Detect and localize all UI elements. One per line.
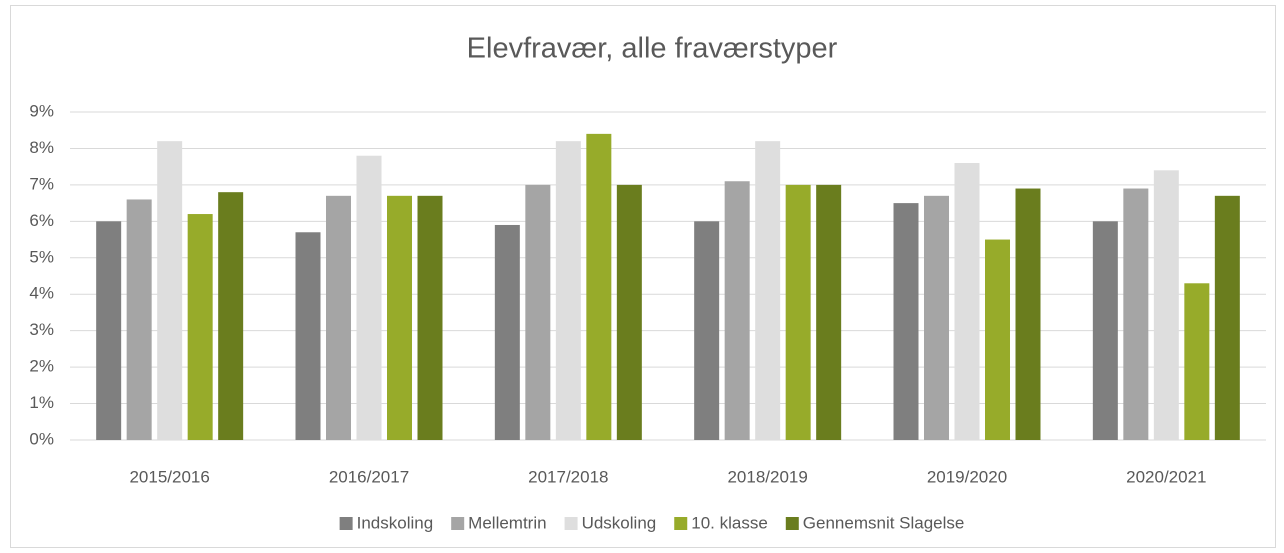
bar: [157, 141, 183, 440]
bar: [218, 192, 244, 440]
bar: [586, 133, 612, 440]
y-tick-label: 0%: [29, 429, 54, 448]
y-tick-label: 3%: [29, 320, 54, 339]
bar: [187, 214, 213, 440]
bar: [295, 232, 321, 440]
bar: [893, 203, 919, 440]
bar: [985, 239, 1010, 440]
bar: [724, 181, 750, 440]
y-tick-label: 2%: [29, 357, 54, 376]
bar: [1092, 221, 1118, 440]
x-tick-label: 2020/2021: [1126, 467, 1206, 486]
legend-label: Indskoling: [357, 513, 434, 532]
legend-swatch: [674, 517, 688, 530]
bar: [356, 155, 382, 440]
x-tick-label: 2017/2018: [528, 467, 608, 486]
bar: [816, 184, 842, 440]
bar: [96, 221, 122, 440]
legend-label: Mellemtrin: [468, 513, 546, 532]
legend-swatch: [339, 517, 353, 530]
bar: [555, 141, 581, 440]
bar: [1015, 188, 1041, 440]
chart-title: Elevfravær, alle fraværstyper: [467, 33, 838, 65]
bar: [785, 184, 811, 440]
bar: [755, 141, 781, 440]
bar: [954, 163, 980, 440]
x-tick-label: 2018/2019: [727, 467, 807, 486]
x-tick-label: 2015/2016: [129, 467, 209, 486]
y-tick-label: 8%: [29, 138, 54, 157]
bar: [126, 199, 152, 440]
legend-label: Udskoling: [582, 513, 657, 532]
y-tick-label: 1%: [29, 393, 54, 412]
bar: [326, 195, 351, 440]
bar: [1214, 195, 1240, 440]
bar: [387, 195, 412, 440]
legend-label: 10. klasse: [691, 513, 768, 532]
legend-swatch: [451, 517, 465, 530]
bar: [1123, 188, 1149, 440]
legend-label: Gennemsnit Slagelse: [803, 513, 965, 532]
bar: [694, 221, 720, 440]
y-tick-label: 5%: [29, 247, 54, 266]
bar: [616, 184, 642, 440]
bar: [1184, 283, 1210, 440]
y-tick-label: 9%: [29, 101, 54, 120]
y-tick-label: 6%: [29, 211, 54, 230]
bar: [417, 195, 443, 440]
y-tick-label: 7%: [29, 174, 54, 193]
y-tick-label: 4%: [29, 284, 54, 303]
legend-swatch: [785, 517, 799, 530]
x-tick-label: 2016/2017: [329, 467, 409, 486]
bar: [494, 224, 520, 440]
x-tick-label: 2019/2020: [927, 467, 1007, 486]
bar: [525, 184, 551, 440]
bar: [1153, 170, 1179, 441]
bar: [924, 195, 949, 440]
legend-swatch: [564, 517, 578, 530]
